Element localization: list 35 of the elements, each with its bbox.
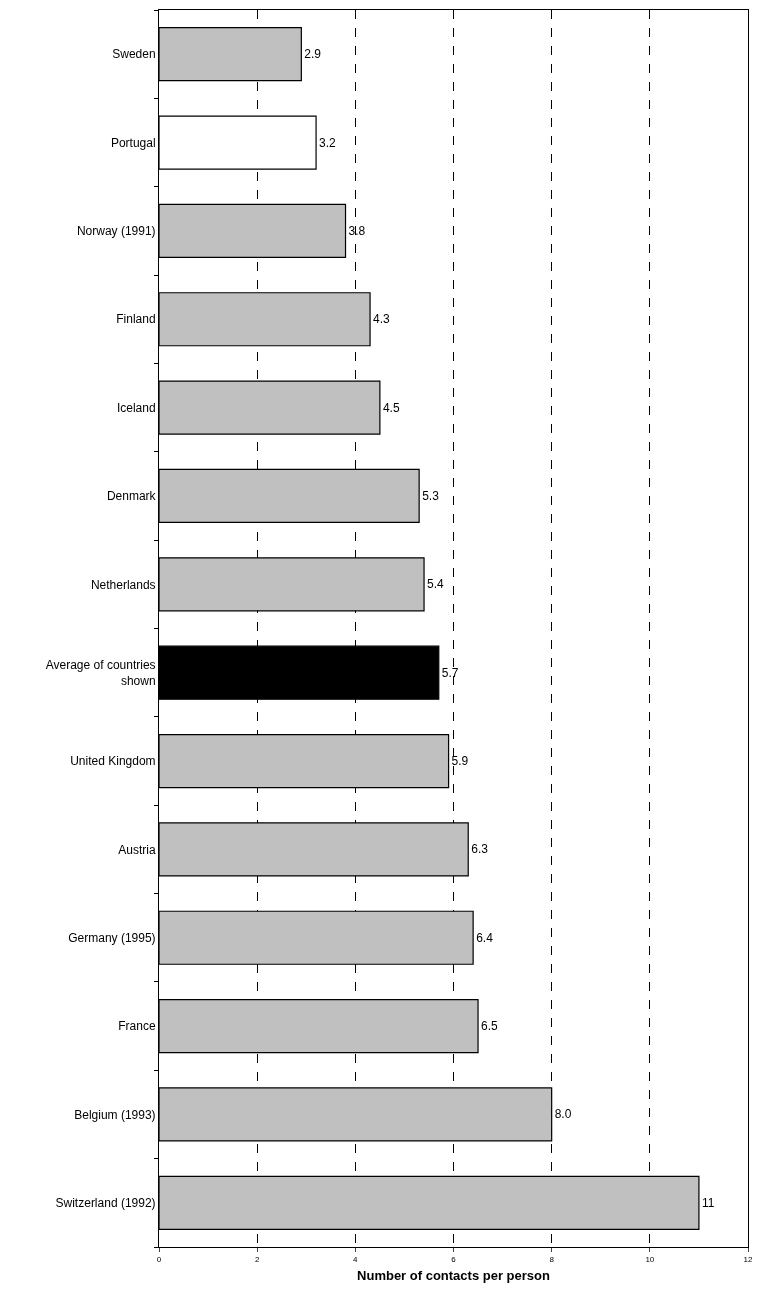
data-label: 2.9 — [304, 47, 322, 62]
y-tick-label: Denmark — [106, 489, 157, 504]
y-tick-label: Belgium (1993) — [74, 1107, 156, 1122]
y-tick-label: Germany (1995) — [68, 930, 156, 945]
x-tick-label: 0 — [156, 1254, 162, 1264]
y-tick-label: Switzerland (1992) — [55, 1196, 156, 1211]
x-tick-label: 2 — [254, 1254, 260, 1264]
y-tick-label: Sweden — [112, 47, 156, 62]
y-tick-label: Average of countries shown — [45, 658, 156, 688]
x-axis-title: Number of contacts per person — [357, 1268, 550, 1284]
y-tick-label: Norway (1991) — [76, 224, 156, 239]
data-label: 8.0 — [554, 1107, 572, 1122]
y-tick-label: Finland — [116, 312, 156, 327]
x-tick-label: 6 — [451, 1254, 457, 1264]
x-tick-label: 4 — [353, 1254, 359, 1264]
y-tick-label: Netherlands — [90, 577, 156, 592]
y-tick-label: Iceland — [116, 400, 156, 415]
data-label: 3.2 — [319, 135, 337, 150]
data-label: 6.3 — [471, 842, 489, 857]
y-tick-label: United Kingdom — [70, 754, 156, 769]
x-tick-label: 10 — [645, 1254, 655, 1264]
x-tick-label: 12 — [743, 1254, 753, 1264]
y-tick-label: Portugal — [110, 135, 156, 150]
y-tick-label: France — [118, 1019, 156, 1034]
data-label: 6.5 — [481, 1019, 499, 1034]
y-tick-label: Austria — [118, 842, 156, 857]
data-label: 5.3 — [422, 488, 440, 503]
data-label: 5.7 — [441, 665, 459, 680]
data-label: 5.4 — [427, 577, 445, 592]
data-label: 4.3 — [373, 312, 391, 327]
data-label: 6.4 — [476, 930, 494, 945]
data-label: 5.9 — [451, 754, 469, 769]
data-label: 11 — [701, 1195, 715, 1210]
data-label: 4.5 — [382, 400, 400, 415]
x-tick-label: 8 — [549, 1254, 555, 1264]
